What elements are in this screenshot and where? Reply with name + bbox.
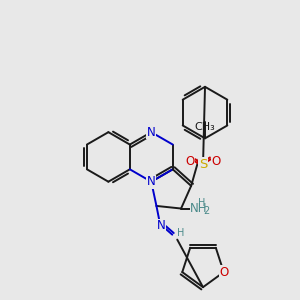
Text: O: O — [211, 154, 220, 168]
Text: CH₃: CH₃ — [195, 122, 215, 132]
Text: N: N — [157, 219, 166, 232]
Text: H: H — [176, 228, 184, 238]
Text: S: S — [199, 158, 207, 171]
Text: N: N — [147, 175, 156, 188]
Text: 2: 2 — [204, 206, 210, 217]
Text: O: O — [219, 266, 228, 279]
Text: O: O — [185, 154, 195, 168]
Text: N: N — [147, 126, 156, 139]
Text: H: H — [198, 198, 206, 208]
Text: NH: NH — [190, 202, 208, 215]
